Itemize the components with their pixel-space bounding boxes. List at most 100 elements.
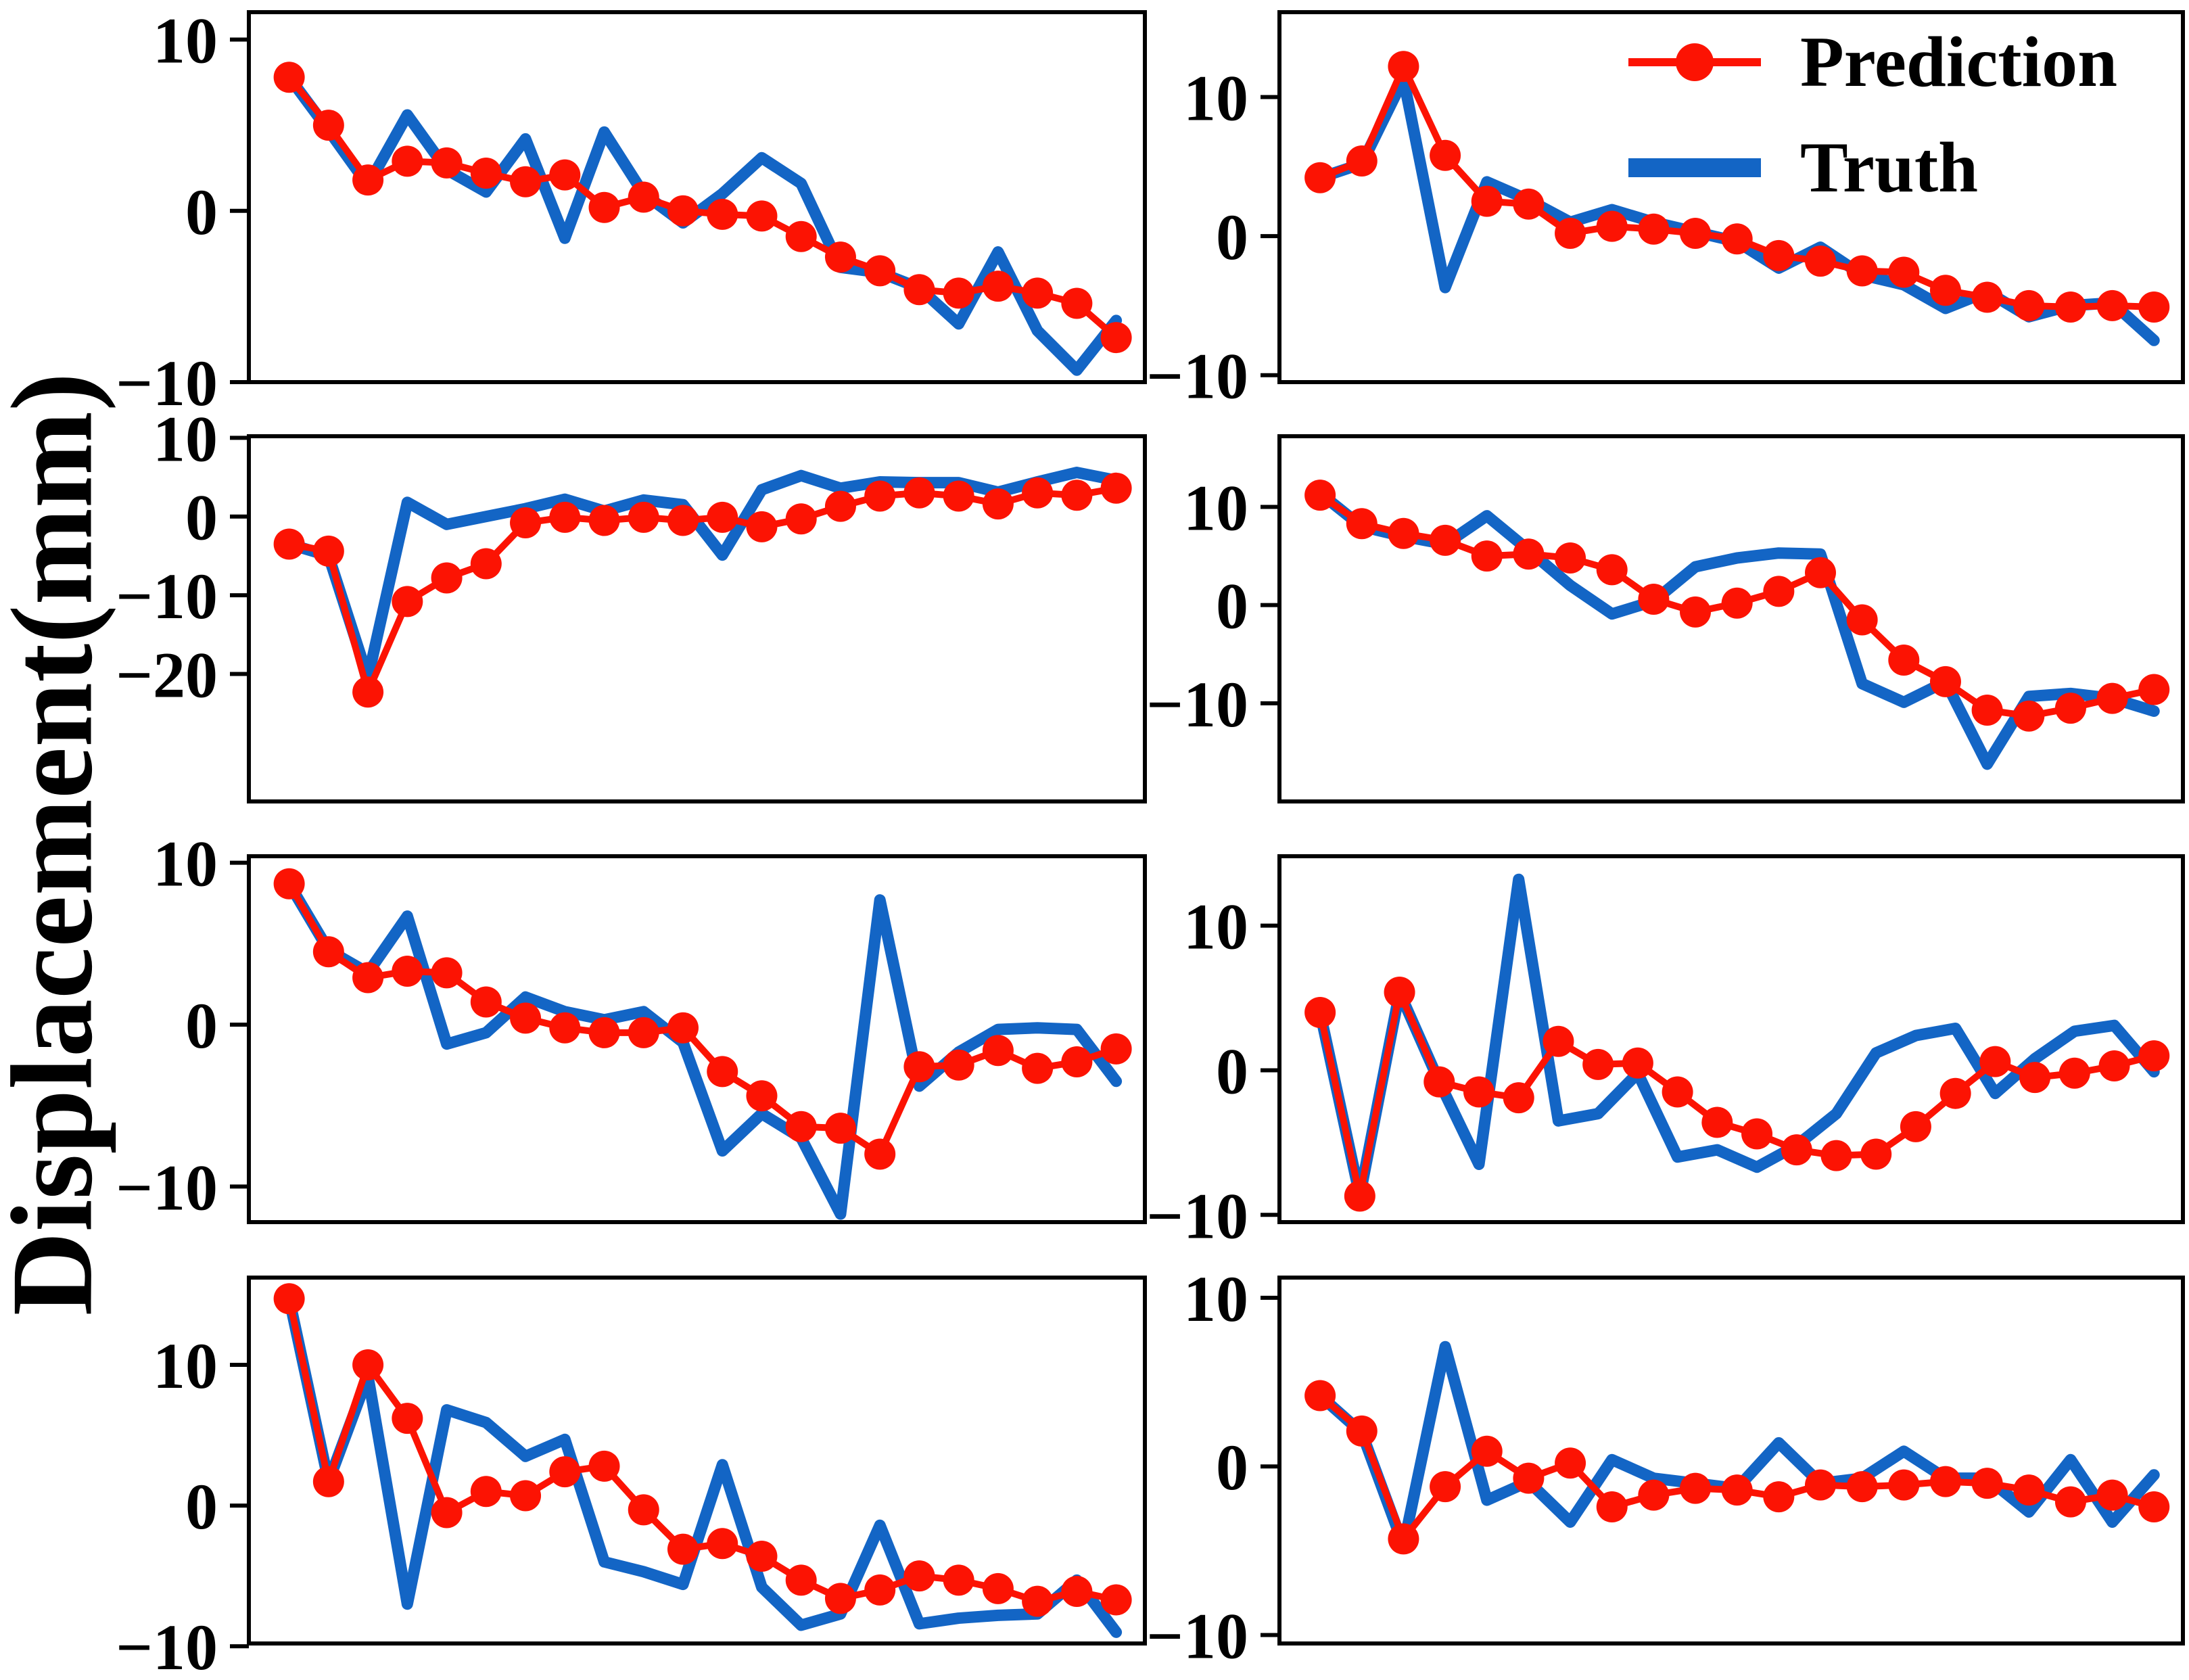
subplot-6-prediction-marker [1662,1076,1693,1108]
subplot-7-prediction-marker [1061,1576,1093,1608]
subplot-7-prediction-line [285,1295,1120,1605]
subplot-1-prediction-marker [824,241,856,273]
subplot-4-prediction-marker [1971,695,2003,726]
subplot-5-axes-box [247,854,1147,1224]
legend-truth-label: Truth [1800,128,1979,207]
subplot-5-prediction-line [285,880,1120,1158]
subplot-5-prediction-marker [903,1051,935,1083]
subplot-5-prediction-marker [943,1049,974,1081]
subplot-8-prediction-marker [1929,1466,1961,1497]
subplot-5-prediction-marker [864,1138,896,1170]
subplot-1-prediction-marker [588,191,620,223]
subplot-4-axes-box [1277,434,2185,803]
subplot-3-truth-line [283,467,1123,684]
subplot-2: 10 0 −10 [1146,10,2185,413]
subplot-3-prediction-marker [628,501,659,533]
subplot-3-prediction-marker [510,507,542,539]
y-tick-label: 10 [153,1330,218,1402]
subplot-6-prediction-marker [2019,1062,2051,1094]
subplot-3-prediction-marker [903,477,935,509]
subplot-7-prediction-marker [864,1574,896,1606]
subplot-5-prediction-marker [707,1056,738,1088]
subplot-6-prediction-marker [1304,996,1336,1028]
subplot-6-prediction-marker [1503,1082,1534,1114]
subplot-1-prediction-marker [312,110,344,141]
subplot-8-prediction-marker [1555,1447,1586,1479]
legend-prediction-line-circle-icon [1628,41,1761,84]
subplot-1-prediction-marker [1061,287,1093,319]
subplot-8-prediction-marker [1430,1471,1461,1503]
y-tick-label: −10 [116,560,218,632]
subplot-1-prediction-marker [903,274,935,306]
subplot-4-prediction-marker [1304,480,1336,511]
y-tick-label: −10 [116,1611,218,1680]
subplot-3-prediction-marker [667,505,699,536]
subplot-2-prediction-marker [1763,239,1795,271]
subplot-5-prediction-marker [431,957,463,989]
subplot-8-prediction-marker [1680,1472,1712,1504]
subplot-1-prediction-marker [510,166,542,197]
subplot-3-prediction-marker [785,503,817,535]
y-tick-label: 0 [185,176,218,248]
y-tick-label: −10 [116,347,218,419]
subplot-4-prediction-marker [1513,538,1545,570]
subplot-6-prediction-marker [1582,1048,1614,1080]
subplot-3: 100−10−20 [116,402,1147,803]
subplot-3-prediction-marker [312,535,344,567]
subplot-5: 10 0 −10 [116,828,1147,1224]
subplot-4-prediction-marker [1388,517,1419,549]
subplot-2-prediction-marker [1388,51,1419,83]
subplot-6-prediction-marker [1622,1047,1653,1079]
subplot-3-prediction-marker [549,501,581,533]
subplot-8-prediction-marker [1846,1471,1878,1503]
subplot-4-prediction-marker [1471,540,1503,572]
subplot-8-prediction-marker [1971,1468,2003,1499]
subplot-8-prediction-marker [1471,1435,1503,1467]
subplot-3-prediction-marker [864,480,896,512]
subplot-3-prediction-marker [273,528,305,560]
subplot-7-prediction-marker [470,1476,502,1508]
subplot-4-prediction-marker [1430,524,1461,556]
legend-truth-line-icon [1628,146,1761,189]
subplot-2-prediction-marker [1304,162,1336,193]
subplot-7-prediction-marker [273,1283,305,1315]
y-tick-label: 0 [185,1470,218,1543]
subplot-1-prediction-marker [392,145,423,177]
subplot-4-prediction-marker [1346,508,1378,540]
subplot-3-prediction-marker [982,488,1014,520]
subplot-8-prediction-marker [1596,1491,1628,1523]
subplot-8-prediction-marker [2096,1479,2128,1511]
subplot-2-prediction-marker [2138,291,2170,323]
subplot-3-prediction-marker [588,505,620,536]
subplot-4-prediction-marker [1846,604,1878,636]
subplot-3-prediction-marker [943,480,974,512]
subplot-8-prediction-marker [1763,1481,1795,1513]
subplot-1-prediction-marker [549,159,581,191]
subplot-6-prediction-marker [1344,1180,1375,1212]
subplot-5-prediction-marker [824,1113,856,1144]
subplot-7-prediction-marker [982,1572,1014,1604]
subplot-2-prediction-marker [1721,223,1753,255]
subplot-3-prediction-marker [392,586,423,617]
subplot-6-prediction-marker [1860,1138,1892,1170]
subplot-2-prediction-marker [1430,139,1461,171]
subplot-7-prediction-marker [1022,1585,1054,1617]
subplot-6-prediction-marker [1820,1140,1852,1171]
subplot-5-prediction-marker [1100,1033,1132,1065]
y-tick-label: 0 [185,989,218,1062]
subplot-7-prediction-marker [588,1450,620,1482]
subplot-2-axes-box [1277,10,2185,384]
subplot-1-truth-line [283,71,1123,376]
subplot-6-prediction-marker [1781,1134,1812,1166]
subplot-8: 10 0 −10 [1146,1263,2185,1673]
subplot-8-prediction-marker [1304,1380,1336,1411]
subplot-8-prediction-marker [1638,1479,1670,1511]
subplot-7: 10 0 −10 [116,1276,1147,1680]
subplot-1-prediction-marker [667,195,699,227]
subplot-1-prediction-marker [352,164,384,196]
subplot-1-prediction-marker [785,220,817,252]
subplot-3-prediction-marker [1061,480,1093,511]
subplot-7-prediction-marker [785,1564,817,1596]
subplot-3-prediction-marker [470,548,502,580]
subplot-3-prediction-marker [1022,477,1054,509]
